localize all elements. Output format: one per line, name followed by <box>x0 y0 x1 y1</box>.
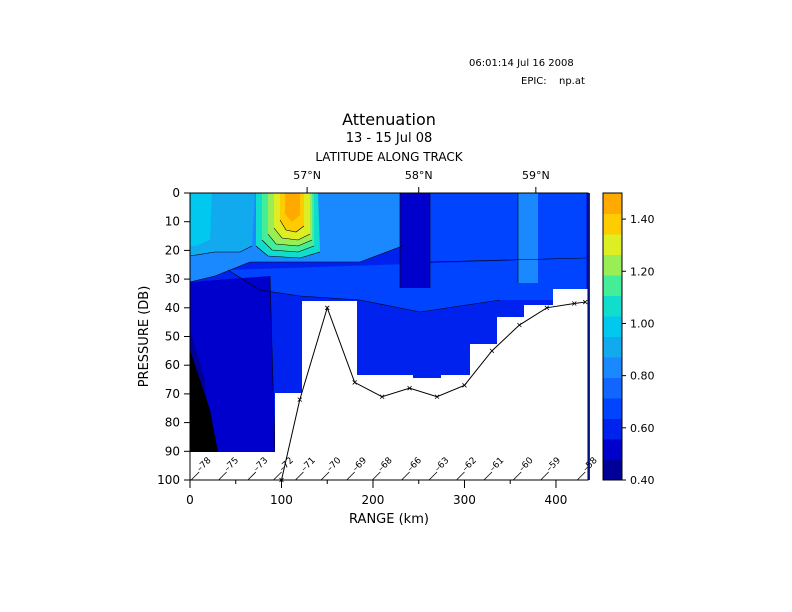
field-plume-6 <box>285 193 300 222</box>
station-tick <box>190 471 200 481</box>
chart-title: Attenuation <box>342 110 436 129</box>
depth-point <box>324 305 330 311</box>
field-stripe-58n <box>400 193 430 288</box>
y-tick-label: 50 <box>165 330 180 344</box>
field-stripe-59n <box>518 193 538 283</box>
depth-point <box>352 380 357 385</box>
depth-point <box>297 397 303 402</box>
colorbar-swatch <box>603 418 622 440</box>
y-tick-label: 70 <box>165 387 180 401</box>
station-tick <box>512 471 522 481</box>
colorbar-frame <box>602 192 623 481</box>
depth-point <box>571 301 577 306</box>
colorbar: 1.40 1.20 1.00 0.80 0.60 0.40 <box>602 192 655 487</box>
x-axis-label: RANGE (km) <box>349 512 429 527</box>
x-tick-label: 100 <box>270 493 293 507</box>
station-tick <box>456 471 465 481</box>
station-tick <box>540 471 549 481</box>
contour-lines <box>190 193 587 453</box>
y-tick-label: 60 <box>165 358 180 372</box>
colorbar-tick-label: 1.40 <box>630 213 655 226</box>
x-tick-label: 0 <box>186 493 194 507</box>
top-axis-label: LATITUDE ALONG TRACK <box>315 150 463 164</box>
colorbar-swatch <box>603 439 622 460</box>
top-tick-label: 59°N <box>522 169 550 182</box>
y-tick-label: 100 <box>157 473 180 487</box>
depth-point <box>544 305 550 311</box>
depth-point <box>434 394 440 400</box>
station-tick <box>218 471 227 481</box>
colorbar-swatch <box>603 398 622 419</box>
colorbar-swatch <box>603 316 622 337</box>
top-tick-label: 58°N <box>405 169 433 182</box>
depth-point <box>407 385 412 391</box>
colorbar-tick-label: 0.80 <box>630 370 655 383</box>
colorbar-tick-label: 1.00 <box>630 317 655 330</box>
y-tick-label: 40 <box>165 301 180 315</box>
field-left-edge <box>190 193 212 246</box>
colorbar-swatch <box>603 213 622 235</box>
colorbar-tick-label: 1.20 <box>630 265 655 278</box>
station-tick <box>401 471 410 481</box>
colorbar-swatch <box>603 357 622 378</box>
colorbar-swatch <box>603 377 622 399</box>
depth-point <box>462 383 467 388</box>
colorbar-swatch <box>603 275 622 296</box>
x-tick-label: 400 <box>545 493 568 507</box>
y-tick-label: 10 <box>165 215 180 229</box>
field-right-region <box>410 193 586 262</box>
station-tick <box>346 471 355 481</box>
chart-subtitle: 13 - 15 Jul 08 <box>345 131 433 146</box>
field-deep-water <box>190 276 275 452</box>
data-mask <box>190 289 588 480</box>
x-tick-label: 200 <box>362 493 385 507</box>
colorbar-swatch <box>603 234 622 255</box>
y-tick-label: 30 <box>165 272 180 286</box>
colorbar-swatch <box>603 193 622 214</box>
station-tick <box>428 471 438 481</box>
depth-point <box>582 299 588 305</box>
station-tick <box>273 471 282 481</box>
station-tick <box>295 471 304 481</box>
y-tick-label: 90 <box>165 444 180 458</box>
colorbar-swatch <box>603 459 622 481</box>
colorbar-tick-label: 0.40 <box>630 474 655 487</box>
bottom-depth-line <box>279 299 588 483</box>
station-tick <box>372 471 381 481</box>
plot-frame <box>189 192 589 481</box>
axes: 0 100 200 300 400 0 10 20 30 40 50 60 70 80 90 100 RANGE… <box>137 169 567 527</box>
depth-point <box>379 394 385 400</box>
station-tick <box>483 471 493 481</box>
station-tick <box>247 471 257 481</box>
colorbar-swatch <box>603 336 622 358</box>
colorbar-swatch <box>603 254 622 276</box>
y-tick-label: 20 <box>165 243 180 257</box>
timestamp: 06:01:14 Jul 16 2008 <box>469 58 574 69</box>
epic-file: np.at <box>559 76 585 87</box>
station-tick <box>576 471 586 481</box>
station-tick <box>320 471 330 481</box>
x-tick-label: 300 <box>453 493 476 507</box>
depth-point <box>489 348 495 354</box>
field-deep-black <box>190 350 218 452</box>
y-tick-label: 80 <box>165 416 180 430</box>
colorbar-tick-label: 0.60 <box>630 422 655 435</box>
colorbar-swatch <box>603 295 622 317</box>
depth-point <box>517 322 522 328</box>
y-tick-label: 0 <box>172 186 180 200</box>
top-tick-label: 57°N <box>293 169 321 182</box>
y-axis-label: PRESSURE (DB) <box>137 286 152 388</box>
epic-label: EPIC: <box>521 76 547 87</box>
